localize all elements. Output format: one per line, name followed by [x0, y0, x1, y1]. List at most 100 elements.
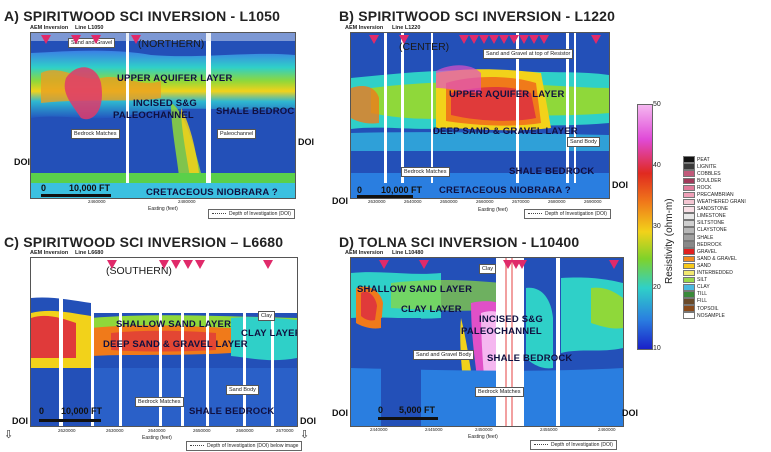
panel-d-clay-callout: Clay [479, 264, 497, 274]
lithology-swatch [683, 269, 695, 277]
panel-d-scale-label: 5,000 FT [399, 405, 436, 415]
panel-c-deep-label: DEEP SAND & GRAVEL LAYER [103, 339, 248, 350]
panel-c-x-tick: 2630000 [106, 428, 124, 433]
panel-a-upper-aquifer-label: UPPER AQUIFER LAYER [117, 73, 233, 84]
panel-b-resistivity-image [351, 33, 609, 198]
panel-b-x-tick: 2650000 [440, 199, 458, 204]
panel-d-paleochannel-label: PALEOCHANNEL [461, 326, 542, 337]
panel-d-header: AEM Inversion [345, 250, 384, 256]
lithology-label: ROCK [697, 184, 712, 191]
lithology-swatch [683, 262, 695, 270]
lithology-swatch [683, 227, 695, 234]
panel-c-clay-label: CLAY LAYER [241, 328, 298, 339]
panel-b-location: (CENTER) [399, 41, 450, 53]
panel-d-title: D) TOLNA SCI INVERSION - L10400 [339, 234, 580, 250]
panel-b-bedrock-matches-callout: Bedrock Matches [401, 167, 450, 177]
lithology-label: SILTSTONE [697, 220, 725, 227]
lithology-legend-item: GRAVEL [683, 248, 746, 256]
borehole-marker-icon [183, 260, 193, 269]
panel-c-x-tick: 2640000 [148, 428, 166, 433]
borehole-marker-icon [609, 260, 619, 269]
panel-d-incised-label: INCISED S&G [479, 314, 543, 325]
panel-a-x-axis-label: Easting (feet) [148, 206, 178, 212]
panel-a-doi-legend: Depth of Investigation (DOI) [208, 209, 295, 219]
lithology-swatch [683, 298, 695, 305]
lithology-label: GRAVEL [697, 248, 717, 255]
panel-a-paleochannel-callout: Paleochannel [217, 129, 257, 139]
borehole-marker-icon [399, 35, 409, 44]
panel-c-scale-bar [39, 419, 101, 422]
lithology-swatch [683, 177, 695, 185]
panel-b-scale-bar [357, 195, 413, 198]
panel-b-x-tick: 2640000 [404, 199, 422, 204]
panel-c-sand-body-callout: Sand Body [226, 385, 259, 395]
panel-c-header: AEM Inversion [30, 250, 69, 256]
lithology-swatch [683, 234, 695, 241]
lithology-legend: PEAT LIGNITE COBBLES BOULDER ROCK PRECAMBRIAN… [683, 156, 746, 319]
panel-b-shale-label: SHALE BEDROCK [509, 166, 595, 177]
panel-b-title: B) SPIRITWOOD SCI INVERSION - L1220 [339, 8, 616, 24]
lithology-swatch [683, 305, 695, 312]
colorbar-tick: 30 [653, 223, 661, 230]
borehole-marker-icon [171, 260, 181, 269]
lithology-legend-item: BOULDER [683, 177, 746, 185]
lithology-swatch [683, 241, 695, 248]
borehole-marker-icon [131, 35, 141, 44]
lithology-legend-item: SHALE [683, 234, 746, 241]
borehole-marker-icon [591, 35, 601, 44]
panel-b-x-tick: 2660000 [476, 199, 494, 204]
panel-c-shallow-label: SHALLOW SAND LAYER [116, 319, 232, 330]
borehole-marker-icon [379, 260, 389, 269]
panel-a-line: Line L1050 [75, 25, 104, 31]
panel-b-doi-legend: Depth of Investigation (DOI) [524, 209, 611, 219]
lithology-swatch [683, 283, 695, 291]
panel-b-x-tick: 2690000 [584, 199, 602, 204]
borehole-marker-icon [369, 35, 379, 44]
borehole-marker-icon [71, 35, 81, 44]
panel-d-sand-body-callout: Sand and Gravel Body [413, 350, 475, 360]
panel-c-scale-label: 10,000 FT [61, 406, 103, 416]
panel-c-line: Line L6680 [75, 250, 104, 256]
colorbar-tick: 40 [653, 162, 661, 169]
lithology-legend-item: PRECAMBRIAN [683, 191, 746, 199]
panel-a-niobrara-label: CRETACEOUS NIOBRARA ? [146, 187, 278, 198]
panel-d-line: Line L10480 [392, 250, 424, 256]
colorbar-title: Resistivity (ohm-m) [664, 198, 675, 284]
panel-d-x-axis-label: Easting (feet) [468, 434, 498, 440]
lithology-swatch [683, 291, 695, 298]
panel-b-scale-zero: 0 [357, 185, 363, 195]
panel-d-bedrock-matches-callout: Bedrock Matches [475, 387, 524, 397]
borehole-marker-icon [509, 35, 519, 44]
panel-b-x-tick: 2670000 [512, 199, 530, 204]
lithology-label: SHALE [697, 234, 714, 241]
borehole-marker-icon [91, 35, 101, 44]
panel-d-x-tick: 2440000 [370, 427, 388, 432]
lithology-label: SAND & GRAVEL [697, 255, 737, 262]
panel-c-clay-callout: Clay [258, 311, 276, 321]
lithology-swatch [683, 205, 695, 213]
lithology-legend-item: LIGNITE [683, 163, 746, 170]
lithology-legend-item: ROCK [683, 184, 746, 192]
lithology-swatch [683, 184, 695, 192]
lithology-swatch [683, 156, 695, 163]
lithology-label: WEATHERED GRANI [697, 199, 746, 206]
borehole-marker-icon [263, 260, 273, 269]
panel-d-doi-left: DOI [332, 408, 349, 418]
lithology-swatch [683, 255, 695, 263]
panel-c-resistivity-image [31, 258, 297, 426]
panel-d-x-tick: 2460000 [598, 427, 616, 432]
panel-a-location: (NORTHERN) [138, 38, 205, 50]
lithology-label: LIGNITE [697, 163, 717, 170]
borehole-marker-icon [489, 35, 499, 44]
borehole-marker-icon [107, 260, 117, 269]
colorbar-tick: 50 [653, 101, 661, 108]
panel-d-doi-legend: Depth of Investigation (DOI) [530, 440, 617, 450]
resistivity-colorbar [637, 104, 653, 350]
panel-d-section: SHALLOW SAND LAYER CLAY LAYER INCISED S&… [350, 257, 624, 427]
panel-a-incised-label: INCISED S&G [133, 98, 197, 109]
lithology-swatch [683, 248, 695, 256]
panel-b-section: UPPER AQUIFER LAYER DEEP SAND & GRAVEL L… [350, 32, 610, 199]
lithology-legend-item: COBBLES [683, 170, 746, 178]
lithology-label: INTERBEDDED [697, 270, 733, 277]
panel-b-sand-body-callout: Sand Body [567, 137, 600, 147]
